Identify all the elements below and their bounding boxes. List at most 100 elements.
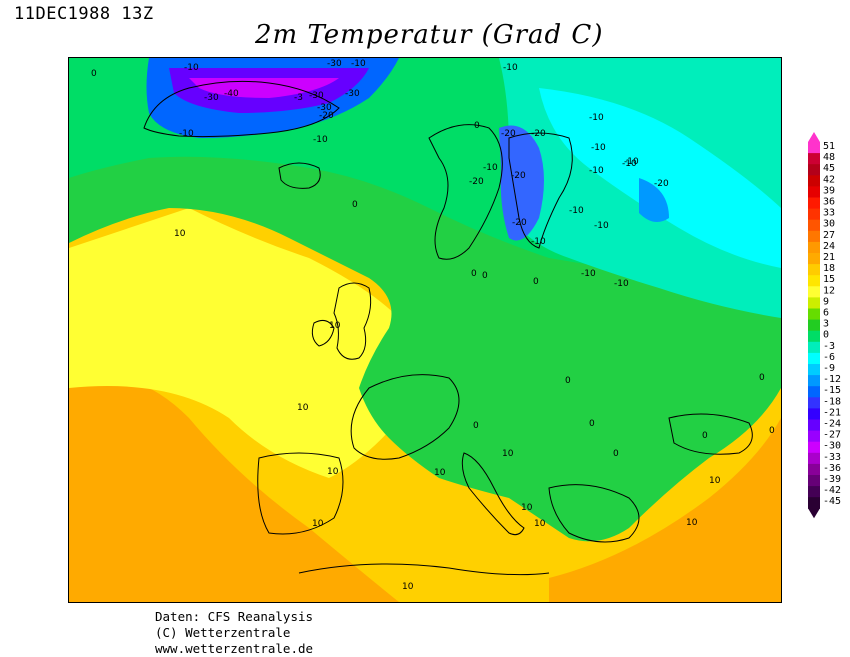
legend-label: 6 <box>823 308 829 319</box>
legend-swatch <box>808 452 820 465</box>
contour-label: -10 <box>622 159 637 169</box>
contour-label: -20 <box>469 177 484 187</box>
contour-label: -30 <box>345 89 360 99</box>
copyright: (C) Wetterzentrale <box>155 625 291 640</box>
legend-label: -42 <box>823 485 841 496</box>
website-link[interactable]: www.wetterzentrale.de <box>155 641 314 656</box>
iceland-coast <box>278 162 321 189</box>
legend-swatch <box>808 230 820 243</box>
legend-label: -36 <box>823 463 841 474</box>
contour-label: 0 <box>473 421 479 431</box>
contour-label: -10 <box>591 143 606 153</box>
warm-atlantic-area <box>69 378 399 602</box>
legend-swatch <box>808 330 820 343</box>
contour-label: 10 <box>709 476 721 486</box>
legend-swatch <box>808 475 820 487</box>
contour-label: 10 <box>502 449 514 459</box>
contour-label: -20 <box>501 129 516 139</box>
legend-label: -15 <box>823 385 841 396</box>
legend-label: 36 <box>823 197 835 208</box>
contour-label: 10 <box>434 468 446 478</box>
legend-swatch <box>808 241 820 254</box>
cold-core-scandinavia <box>499 125 544 241</box>
legend-label: 15 <box>823 274 835 285</box>
legend-swatch <box>808 186 820 198</box>
map-title: 2m Temperatur (Grad C) <box>255 20 604 50</box>
cold-core-russia <box>639 178 669 222</box>
contour-label: -30 <box>309 91 324 101</box>
contour-label: 0 <box>769 426 775 436</box>
contour-label: -10 <box>503 63 518 73</box>
black-sea-coast <box>668 413 753 455</box>
contour-label: -10 <box>569 206 584 216</box>
legend-label: 45 <box>823 163 835 174</box>
ireland-coast <box>311 319 335 347</box>
contour-label: 10 <box>297 403 309 413</box>
contour-label: -10 <box>614 279 629 289</box>
legend-label: 48 <box>823 152 835 163</box>
contour-label: -30 <box>327 59 342 69</box>
france-coast <box>350 374 460 460</box>
legend-label: 30 <box>823 219 835 230</box>
contour-label: -10 <box>531 237 546 247</box>
colder-field <box>539 88 781 268</box>
legend-swatch <box>808 264 820 276</box>
contour-label: -10 <box>624 157 639 167</box>
contour-label: -10 <box>589 113 604 123</box>
contour-label: -40 <box>224 89 239 99</box>
legend-label: 24 <box>823 241 835 252</box>
contour-label: 10 <box>534 519 546 529</box>
contour-label: -10 <box>313 135 328 145</box>
legend-label: -9 <box>823 363 835 374</box>
legend-swatch <box>808 253 820 265</box>
contour-label: 0 <box>613 449 619 459</box>
scandinavia-coast <box>428 124 503 260</box>
legend-label: -45 <box>823 496 841 507</box>
temperature-map: 0 -10 -30 -10 -10 -30 -40 -3 -30 -30 -20… <box>68 57 782 603</box>
legend-swatch <box>808 319 820 332</box>
contour-label: 10 <box>174 229 186 239</box>
contour-label: -10 <box>594 221 609 231</box>
legend-swatch <box>808 375 820 387</box>
contour-label: 0 <box>91 69 97 79</box>
legend-label: 12 <box>823 285 835 296</box>
legend-swatch <box>808 397 820 409</box>
legend-label: 9 <box>823 296 829 307</box>
legend-label: 18 <box>823 263 835 274</box>
contour-label: -20 <box>319 111 334 121</box>
balkans-coast <box>548 484 640 543</box>
legend-swatch <box>808 386 820 398</box>
legend-swatch <box>808 497 820 509</box>
legend-label: 33 <box>823 208 835 219</box>
legend-swatch <box>808 297 820 309</box>
contour-label: -10 <box>184 63 199 73</box>
map-datetime: 11DEC1988 13Z <box>14 4 154 24</box>
contour-label: -10 <box>589 166 604 176</box>
contour-label: 0 <box>589 419 595 429</box>
contour-label: 10 <box>402 582 414 592</box>
contour-labels: 0 -10 -30 -10 -10 -30 -40 -3 -30 -30 -20… <box>91 59 775 592</box>
legend-swatch <box>808 197 820 210</box>
contour-label: 0 <box>482 271 488 281</box>
legend-label: -24 <box>823 419 841 430</box>
contour-label: 0 <box>702 431 708 441</box>
contour-label: -10 <box>179 129 194 139</box>
legend-swatch <box>808 175 820 187</box>
legend-swatch <box>808 352 820 365</box>
contour-label: 0 <box>759 373 765 383</box>
legend-label: 27 <box>823 230 835 241</box>
contour-label: 10 <box>329 321 341 331</box>
legend-label: -3 <box>823 341 835 352</box>
legend-swatch <box>808 153 820 165</box>
legend-label: -33 <box>823 452 841 463</box>
coastlines <box>143 80 753 576</box>
temperature-field: 0 -10 -30 -10 -10 -30 -40 -3 -30 -30 -20… <box>69 58 781 602</box>
legend-label: -39 <box>823 474 841 485</box>
italy-coast <box>461 452 525 536</box>
legend-label: 0 <box>823 330 829 341</box>
legend-label: -12 <box>823 374 841 385</box>
contour-label: -30 <box>317 103 332 113</box>
britain-coast <box>333 282 372 360</box>
legend-label: -21 <box>823 407 841 418</box>
temperature-legend: 51 48 45 42 39 36 33 30 27 24 21 18 15 12 9 6 3 0 -3 -6 -9 -1… <box>808 130 850 530</box>
